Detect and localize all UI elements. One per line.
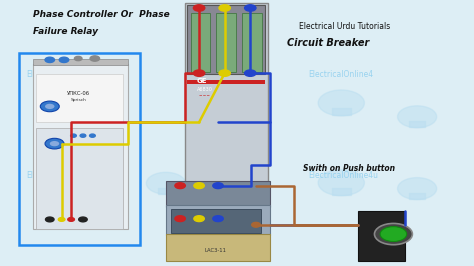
Text: GE: GE xyxy=(197,78,207,84)
Circle shape xyxy=(374,223,412,245)
Text: Failure Relay: Failure Relay xyxy=(33,27,98,36)
Bar xyxy=(332,108,350,115)
Circle shape xyxy=(213,183,223,189)
Circle shape xyxy=(47,124,86,146)
Text: Ele: Ele xyxy=(209,70,220,79)
Circle shape xyxy=(380,227,407,242)
Bar xyxy=(187,5,265,74)
Text: Sprisch: Sprisch xyxy=(70,98,86,102)
Circle shape xyxy=(175,183,185,189)
Text: ─ ─ ─: ─ ─ ─ xyxy=(197,94,209,98)
Bar xyxy=(36,74,123,122)
Circle shape xyxy=(40,101,59,112)
Bar xyxy=(158,188,173,194)
Circle shape xyxy=(79,217,87,222)
Circle shape xyxy=(245,70,256,76)
Text: LAC3-11: LAC3-11 xyxy=(205,248,227,253)
Circle shape xyxy=(68,218,74,221)
Circle shape xyxy=(398,106,437,128)
Bar xyxy=(410,193,425,199)
Bar xyxy=(33,64,128,229)
Circle shape xyxy=(90,56,100,61)
Bar xyxy=(185,3,268,192)
Circle shape xyxy=(398,178,437,200)
Bar xyxy=(166,205,270,235)
Circle shape xyxy=(219,70,230,76)
Circle shape xyxy=(74,56,82,61)
Bar xyxy=(358,211,405,261)
Circle shape xyxy=(213,216,223,222)
Bar xyxy=(166,234,270,261)
Circle shape xyxy=(146,172,185,194)
Circle shape xyxy=(175,216,185,222)
Circle shape xyxy=(252,222,260,227)
Circle shape xyxy=(46,217,54,222)
Bar xyxy=(36,128,123,229)
Circle shape xyxy=(245,5,256,11)
Circle shape xyxy=(71,134,76,137)
Text: ElectricalOnline4: ElectricalOnline4 xyxy=(308,70,373,79)
Text: Swith on Push button: Swith on Push button xyxy=(303,164,395,173)
Circle shape xyxy=(219,5,230,11)
Text: Phase Controller Or  Phase: Phase Controller Or Phase xyxy=(33,10,170,19)
Circle shape xyxy=(45,138,64,149)
Circle shape xyxy=(90,134,95,137)
Circle shape xyxy=(194,183,204,189)
Bar xyxy=(171,209,261,233)
Bar xyxy=(216,13,236,72)
Text: ElectricalOnline4u.com: ElectricalOnline4u.com xyxy=(26,70,115,79)
Text: УПКС-06: УПКС-06 xyxy=(67,91,90,95)
Circle shape xyxy=(58,218,65,221)
Circle shape xyxy=(193,5,205,11)
Bar xyxy=(19,53,140,245)
Circle shape xyxy=(80,134,86,137)
Bar xyxy=(33,59,128,65)
Bar xyxy=(410,121,425,127)
Circle shape xyxy=(45,57,55,63)
Circle shape xyxy=(318,170,365,196)
Text: A6830: A6830 xyxy=(197,87,212,92)
Circle shape xyxy=(318,90,365,116)
Circle shape xyxy=(194,216,204,222)
Text: Circuit Breaker: Circuit Breaker xyxy=(287,38,369,48)
Text: Electrical Urdu Tutorials: Electrical Urdu Tutorials xyxy=(299,22,390,31)
Bar xyxy=(187,80,265,84)
Circle shape xyxy=(59,57,69,63)
Bar xyxy=(59,140,74,146)
Circle shape xyxy=(50,141,59,146)
Circle shape xyxy=(193,70,205,76)
Bar xyxy=(332,188,350,195)
Bar xyxy=(242,13,262,72)
Text: ElectricalOnline4u: ElectricalOnline4u xyxy=(308,171,378,180)
Text: Electrical: Electrical xyxy=(26,171,62,180)
Bar xyxy=(191,13,210,72)
Circle shape xyxy=(45,104,55,109)
Bar xyxy=(166,181,270,207)
